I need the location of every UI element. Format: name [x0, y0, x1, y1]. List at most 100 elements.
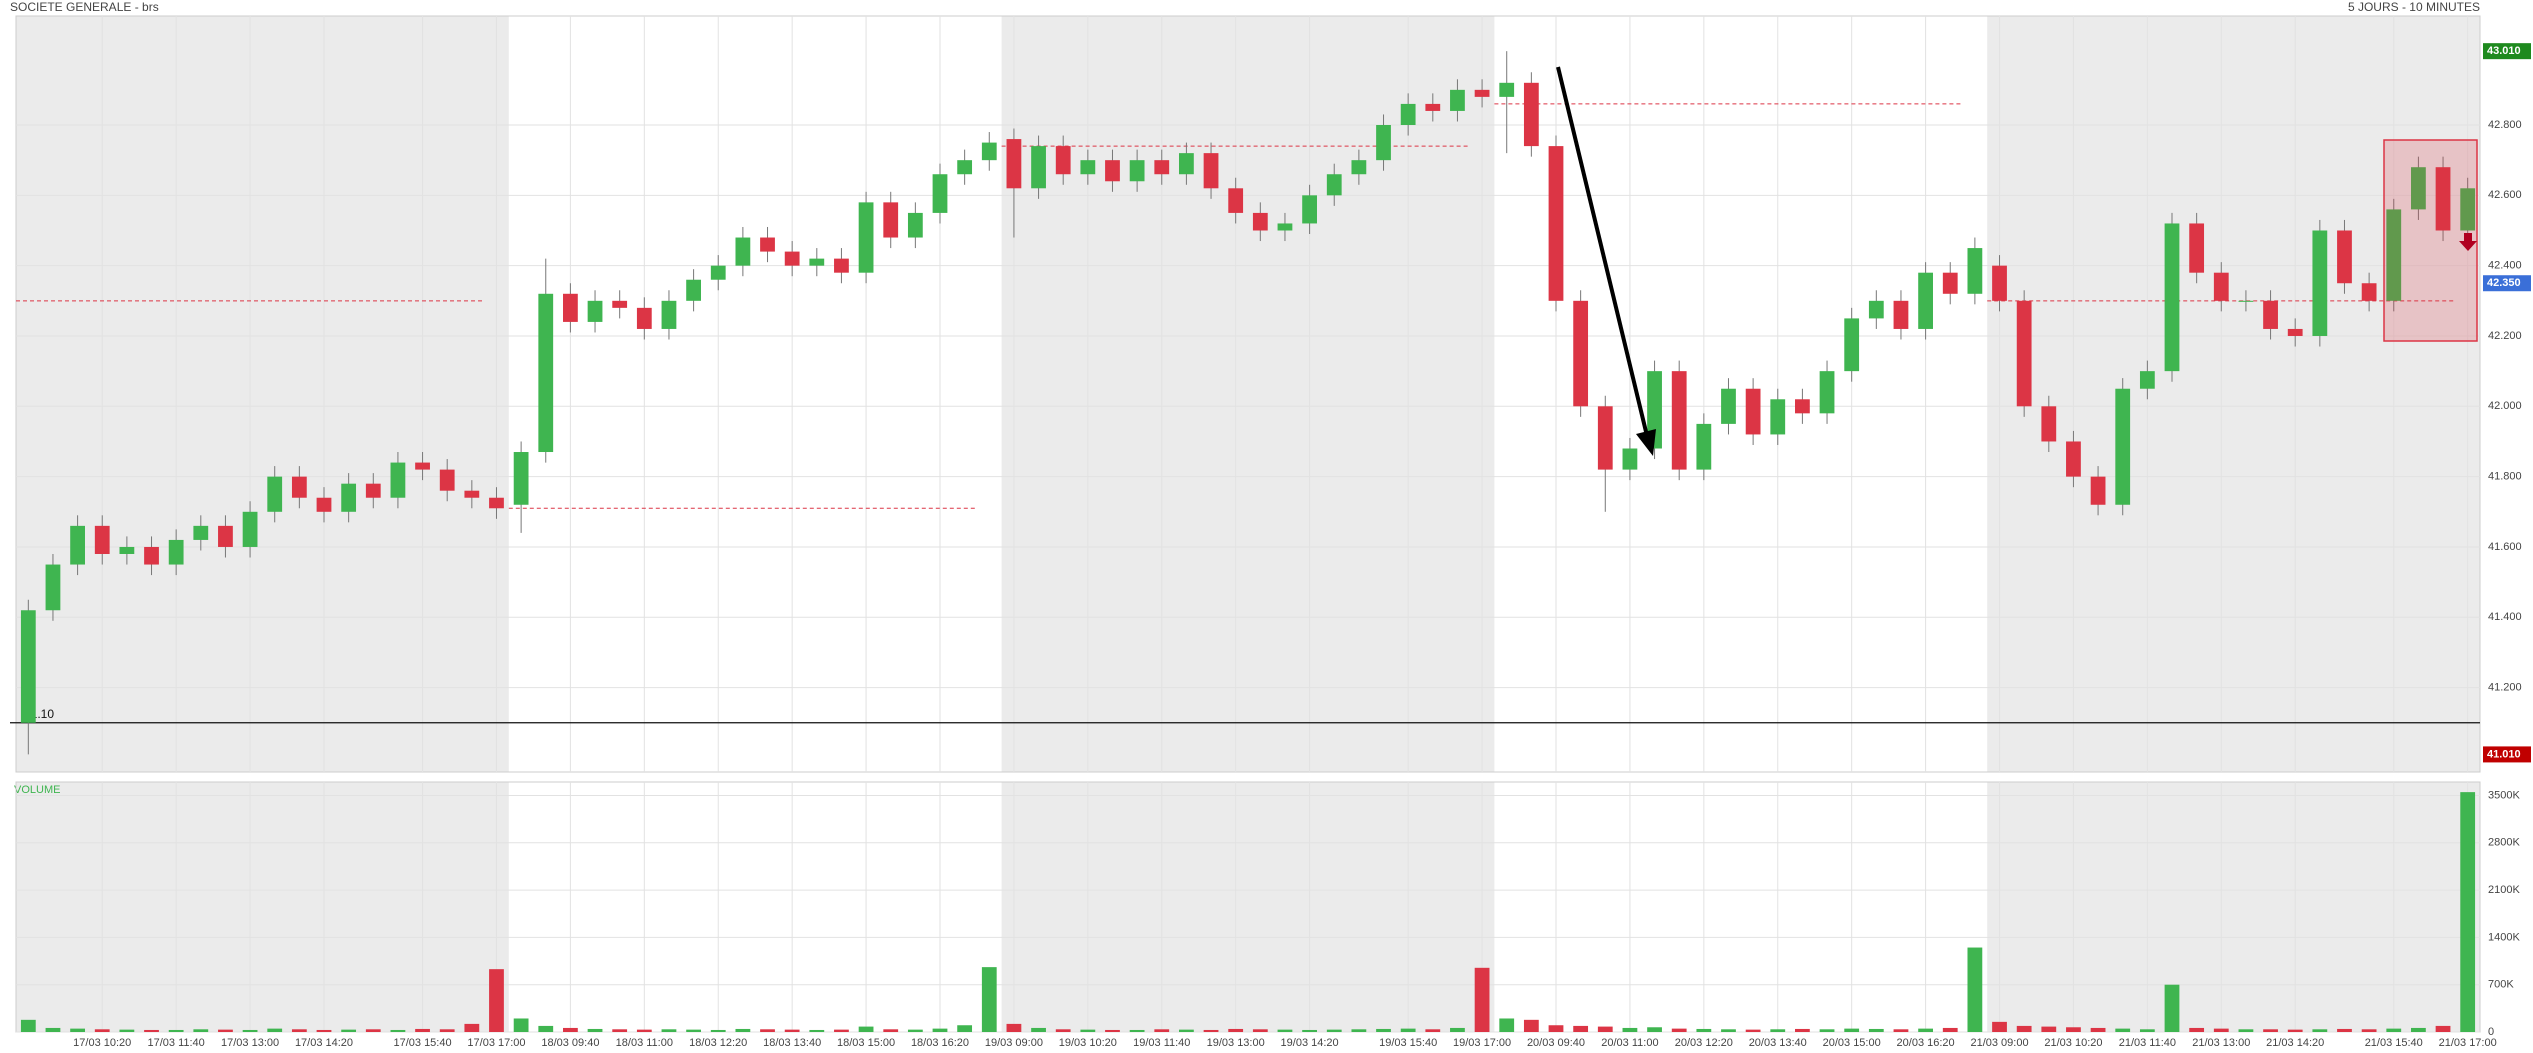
volume-bar	[218, 1029, 233, 1032]
candle-body	[341, 483, 357, 512]
volume-bar	[193, 1029, 209, 1032]
volume-tick-label: 2800K	[2488, 837, 2520, 849]
volume-bar	[1006, 1023, 1022, 1032]
candle-body	[809, 258, 825, 266]
x-tick-label: 21/03 14:20	[2266, 1037, 2324, 1049]
volume-bar	[2066, 1027, 2081, 1032]
candle-body	[94, 525, 110, 554]
candle-body	[2287, 328, 2303, 336]
x-tick-label: 17/03 13:00	[221, 1037, 279, 1049]
candle-body	[2263, 300, 2278, 329]
candle-body	[45, 564, 61, 611]
volume-title: VOLUME	[14, 784, 60, 796]
volume-bar	[1721, 1029, 1736, 1032]
volume-bar	[1573, 1025, 1589, 1032]
volume-bar	[1474, 967, 1490, 1032]
candle-body	[2189, 223, 2205, 273]
volume-bar	[1745, 1029, 1761, 1032]
day-shade	[1001, 16, 1495, 772]
volume-bar	[1203, 1029, 1219, 1032]
volume-bar	[1031, 1027, 1046, 1032]
candle-body	[193, 525, 209, 540]
candle-body	[415, 462, 430, 470]
x-tick-label: 18/03 13:40	[763, 1037, 821, 1049]
volume-bar	[1942, 1027, 1958, 1032]
x-tick-label: 19/03 14:20	[1281, 1037, 1339, 1049]
candle-body	[2460, 188, 2476, 231]
volume-bar	[2189, 1027, 2205, 1032]
volume-bar	[267, 1028, 283, 1032]
x-tick-label: 19/03 15:40	[1379, 1037, 1437, 1049]
day-shade	[1987, 782, 2480, 1032]
x-tick-label: 17/03 15:40	[393, 1037, 451, 1049]
x-tick-label: 19/03 17:00	[1453, 1037, 1511, 1049]
candle-body	[710, 265, 726, 280]
x-tick-label: 20/03 11:00	[1601, 1037, 1658, 1049]
candle-body	[1721, 388, 1736, 424]
candle-body	[1548, 146, 1564, 301]
candle-body	[1129, 160, 1145, 182]
volume-tick-label: 0	[2488, 1026, 2494, 1038]
x-tick-label: 17/03 14:20	[295, 1037, 353, 1049]
day-shading	[16, 16, 2480, 1032]
candle-body	[489, 497, 504, 509]
volume-bar	[2263, 1029, 2278, 1032]
volume-bar	[2337, 1028, 2352, 1032]
volume-bar	[563, 1027, 578, 1032]
volume-bar	[1844, 1028, 1860, 1032]
volume-bar	[94, 1029, 110, 1032]
volume-bar	[2312, 1029, 2328, 1032]
volume-bar	[957, 1025, 973, 1032]
volume-bar	[1425, 1029, 1441, 1032]
volume-bar	[1351, 1029, 1367, 1032]
volume-bar	[2016, 1025, 2032, 1032]
price-marker	[2483, 43, 2531, 60]
volume-bar	[2090, 1027, 2106, 1032]
volume-tick-label: 2100K	[2488, 884, 2520, 896]
candle-body	[612, 300, 628, 308]
volume-bar	[1179, 1029, 1194, 1032]
candle-body	[1425, 103, 1441, 111]
candle-body	[2361, 283, 2377, 301]
x-tick-label: 18/03 16:20	[911, 1037, 969, 1049]
candle-body	[538, 293, 554, 453]
y-tick-label: 42.600	[2488, 189, 2522, 201]
candle-body	[513, 452, 529, 505]
volume-bar	[1154, 1029, 1170, 1032]
x-tick-label: 21/03 09:00	[1970, 1037, 2028, 1049]
candle-body	[1992, 265, 2007, 301]
candle-body	[1597, 406, 1613, 470]
volume-bar	[365, 1029, 381, 1032]
candle-body	[2115, 388, 2131, 505]
price-panel	[15, 15, 2481, 773]
x-tick-label: 19/03 11:40	[1133, 1037, 1190, 1049]
price-marker-label: 41.010	[2487, 748, 2521, 760]
price-marker	[2483, 275, 2531, 292]
candle-body	[1376, 125, 1391, 161]
candle-body	[20, 610, 36, 723]
volume-bar	[809, 1029, 825, 1032]
volume-bar	[489, 969, 504, 1032]
day-shade	[1987, 16, 2480, 772]
volume-bar	[735, 1028, 751, 1032]
volume-bar	[1080, 1029, 1096, 1032]
chart-title: SOCIETE GENERALE - brs	[10, 0, 159, 14]
volume-bar	[20, 1019, 36, 1032]
volume-bar	[1671, 1028, 1687, 1032]
volume-bar	[291, 1029, 307, 1032]
volume-bar	[612, 1029, 628, 1032]
candle-body	[168, 539, 184, 565]
candle-body	[1647, 371, 1662, 449]
candle-body	[2066, 441, 2081, 477]
candle-body	[316, 497, 332, 512]
volume-tick-label: 700K	[2488, 979, 2514, 991]
y-tick-label: 42.800	[2488, 119, 2522, 131]
candle-body	[1450, 89, 1465, 111]
candle-body	[2312, 230, 2328, 336]
volume-bar	[1523, 1019, 1539, 1032]
day-shade	[1001, 782, 1495, 1032]
volume-bar	[636, 1029, 652, 1032]
x-tick-label: 19/03 10:20	[1059, 1037, 1117, 1049]
candle-body	[1154, 160, 1170, 175]
